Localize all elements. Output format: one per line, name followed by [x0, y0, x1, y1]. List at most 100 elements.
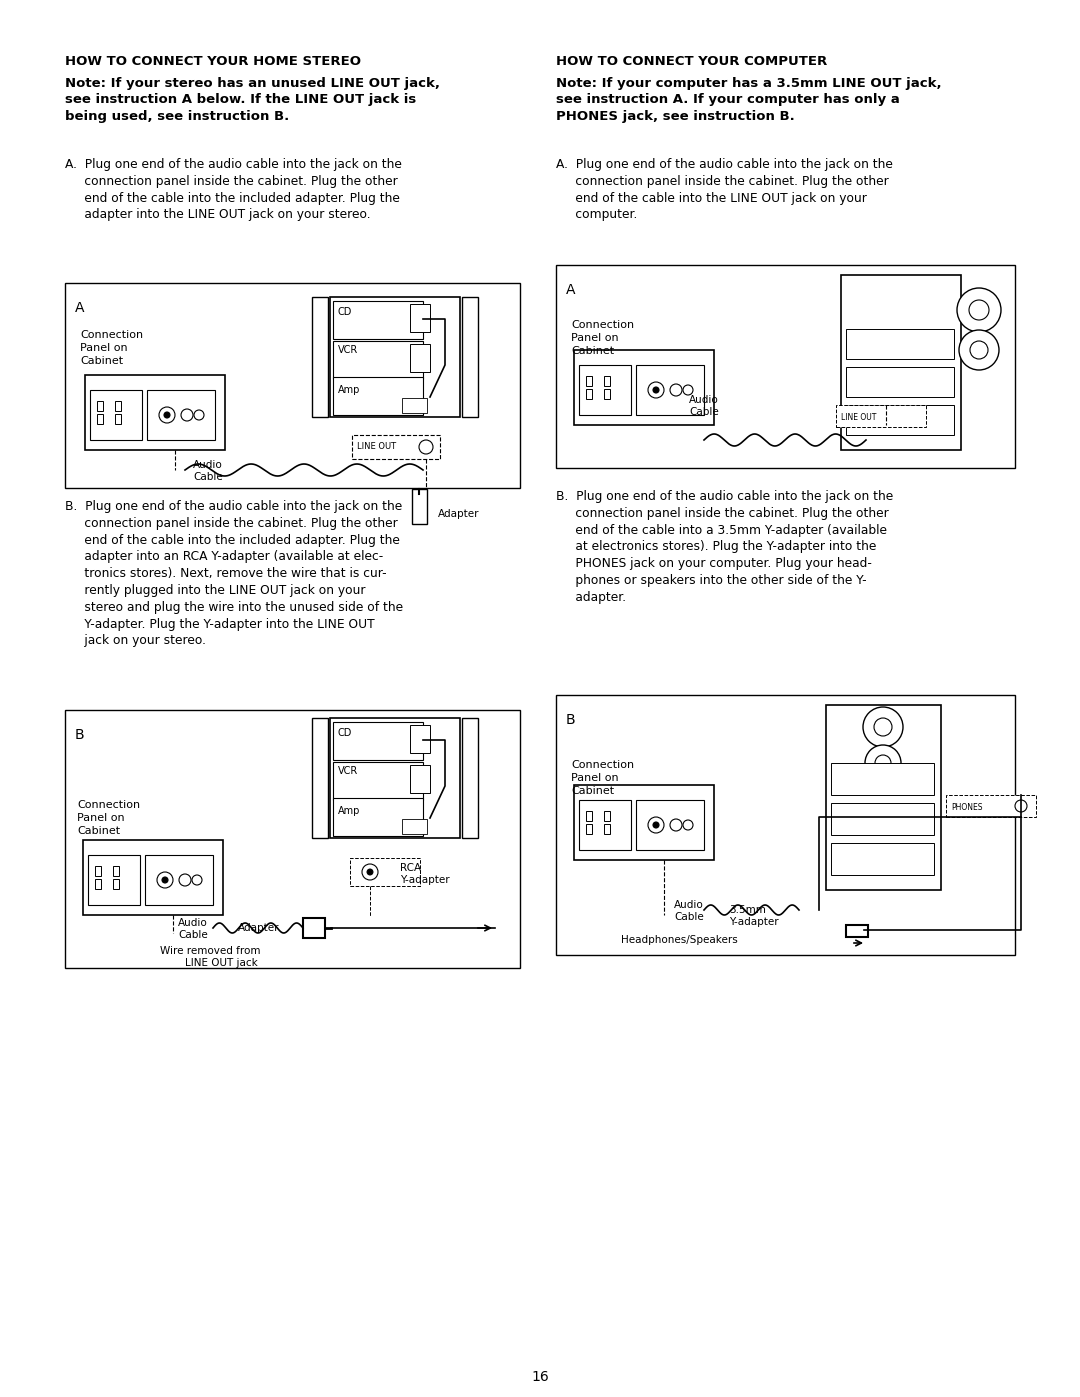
Circle shape — [181, 409, 193, 420]
Bar — [410, 725, 430, 753]
Bar — [97, 414, 103, 425]
Text: A: A — [566, 284, 576, 298]
Circle shape — [957, 288, 1001, 332]
Circle shape — [164, 412, 170, 418]
Circle shape — [1015, 800, 1027, 812]
Circle shape — [875, 754, 891, 771]
Bar — [846, 925, 868, 937]
Text: Audio
Cable: Audio Cable — [689, 395, 719, 418]
Circle shape — [653, 821, 659, 828]
Bar — [410, 305, 430, 332]
Text: A: A — [75, 300, 84, 314]
Text: A.  Plug one end of the audio cable into the jack on the
     connection panel i: A. Plug one end of the audio cable into … — [65, 158, 402, 221]
Bar — [946, 795, 1036, 817]
Bar — [579, 800, 631, 849]
Bar — [333, 300, 423, 339]
Bar — [303, 918, 325, 937]
Bar — [333, 377, 423, 415]
Bar — [65, 710, 519, 968]
Text: B.  Plug one end of the audio cable into the jack on the
     connection panel i: B. Plug one end of the audio cable into … — [556, 490, 893, 604]
Bar — [573, 785, 714, 861]
Circle shape — [159, 407, 175, 423]
Text: VCR: VCR — [338, 345, 359, 355]
Text: Connection
Panel on
Cabinet: Connection Panel on Cabinet — [571, 760, 634, 796]
Bar — [113, 866, 119, 876]
Circle shape — [863, 707, 903, 747]
Circle shape — [969, 300, 989, 320]
Bar — [113, 879, 119, 888]
Bar — [147, 390, 215, 440]
Text: 3.5mm
Y-adapter: 3.5mm Y-adapter — [729, 905, 779, 928]
Bar — [573, 351, 714, 425]
Bar — [350, 858, 420, 886]
Bar — [95, 879, 102, 888]
Circle shape — [192, 875, 202, 886]
Circle shape — [670, 384, 681, 395]
Bar — [87, 855, 140, 905]
Text: Adapter: Adapter — [238, 923, 280, 933]
Text: HOW TO CONNECT YOUR HOME STEREO: HOW TO CONNECT YOUR HOME STEREO — [65, 54, 361, 68]
Bar — [410, 766, 430, 793]
Bar — [586, 812, 592, 821]
Text: LINE OUT jack: LINE OUT jack — [185, 958, 258, 968]
Bar — [586, 824, 592, 834]
Bar — [846, 330, 954, 359]
Bar — [846, 367, 954, 397]
Circle shape — [419, 440, 433, 454]
Bar — [636, 365, 704, 415]
Bar — [97, 401, 103, 411]
Circle shape — [970, 341, 988, 359]
Bar — [831, 842, 934, 875]
Bar — [462, 718, 478, 838]
Bar — [586, 376, 592, 386]
Text: B.  Plug one end of the audio cable into the jack on the
     connection panel i: B. Plug one end of the audio cable into … — [65, 500, 403, 647]
Text: RCA
Y-adapter: RCA Y-adapter — [400, 863, 449, 886]
Text: PHONES: PHONES — [951, 803, 983, 812]
Circle shape — [362, 863, 378, 880]
Bar — [114, 414, 121, 425]
Bar — [145, 855, 213, 905]
Circle shape — [653, 387, 659, 393]
Text: Audio
Cable: Audio Cable — [178, 918, 207, 940]
Bar — [90, 390, 141, 440]
Text: 16: 16 — [531, 1370, 549, 1384]
Text: B: B — [566, 712, 576, 726]
Bar — [83, 840, 222, 915]
Text: Note: If your computer has a 3.5mm LINE OUT jack,
see instruction A. If your com: Note: If your computer has a 3.5mm LINE … — [556, 77, 942, 123]
Bar — [836, 405, 926, 427]
Circle shape — [194, 409, 204, 420]
Circle shape — [367, 869, 373, 875]
Bar — [402, 398, 427, 414]
Text: A.  Plug one end of the audio cable into the jack on the
     connection panel i: A. Plug one end of the audio cable into … — [556, 158, 893, 221]
Bar — [330, 718, 460, 838]
Circle shape — [874, 718, 892, 736]
Bar — [312, 718, 328, 838]
Bar — [462, 298, 478, 416]
Circle shape — [157, 872, 173, 888]
Bar — [85, 374, 225, 450]
Circle shape — [683, 820, 693, 830]
Bar — [604, 376, 610, 386]
Bar — [411, 489, 427, 524]
Bar — [330, 298, 460, 416]
Circle shape — [162, 877, 168, 883]
Text: Connection
Panel on
Cabinet: Connection Panel on Cabinet — [80, 330, 144, 366]
Bar — [333, 722, 423, 760]
Bar — [333, 761, 423, 800]
Text: CD: CD — [338, 307, 352, 317]
Circle shape — [683, 386, 693, 395]
Circle shape — [670, 819, 681, 831]
Bar — [333, 798, 423, 835]
Circle shape — [648, 817, 664, 833]
Bar — [556, 694, 1015, 956]
Bar — [831, 763, 934, 795]
Text: HOW TO CONNECT YOUR COMPUTER: HOW TO CONNECT YOUR COMPUTER — [556, 54, 827, 68]
Text: LINE OUT: LINE OUT — [357, 441, 396, 451]
Bar — [586, 388, 592, 400]
Bar — [846, 405, 954, 434]
Text: Wire removed from: Wire removed from — [160, 946, 260, 956]
Bar — [636, 800, 704, 849]
Circle shape — [648, 381, 664, 398]
Text: Connection
Panel on
Cabinet: Connection Panel on Cabinet — [77, 800, 140, 837]
Bar — [114, 401, 121, 411]
